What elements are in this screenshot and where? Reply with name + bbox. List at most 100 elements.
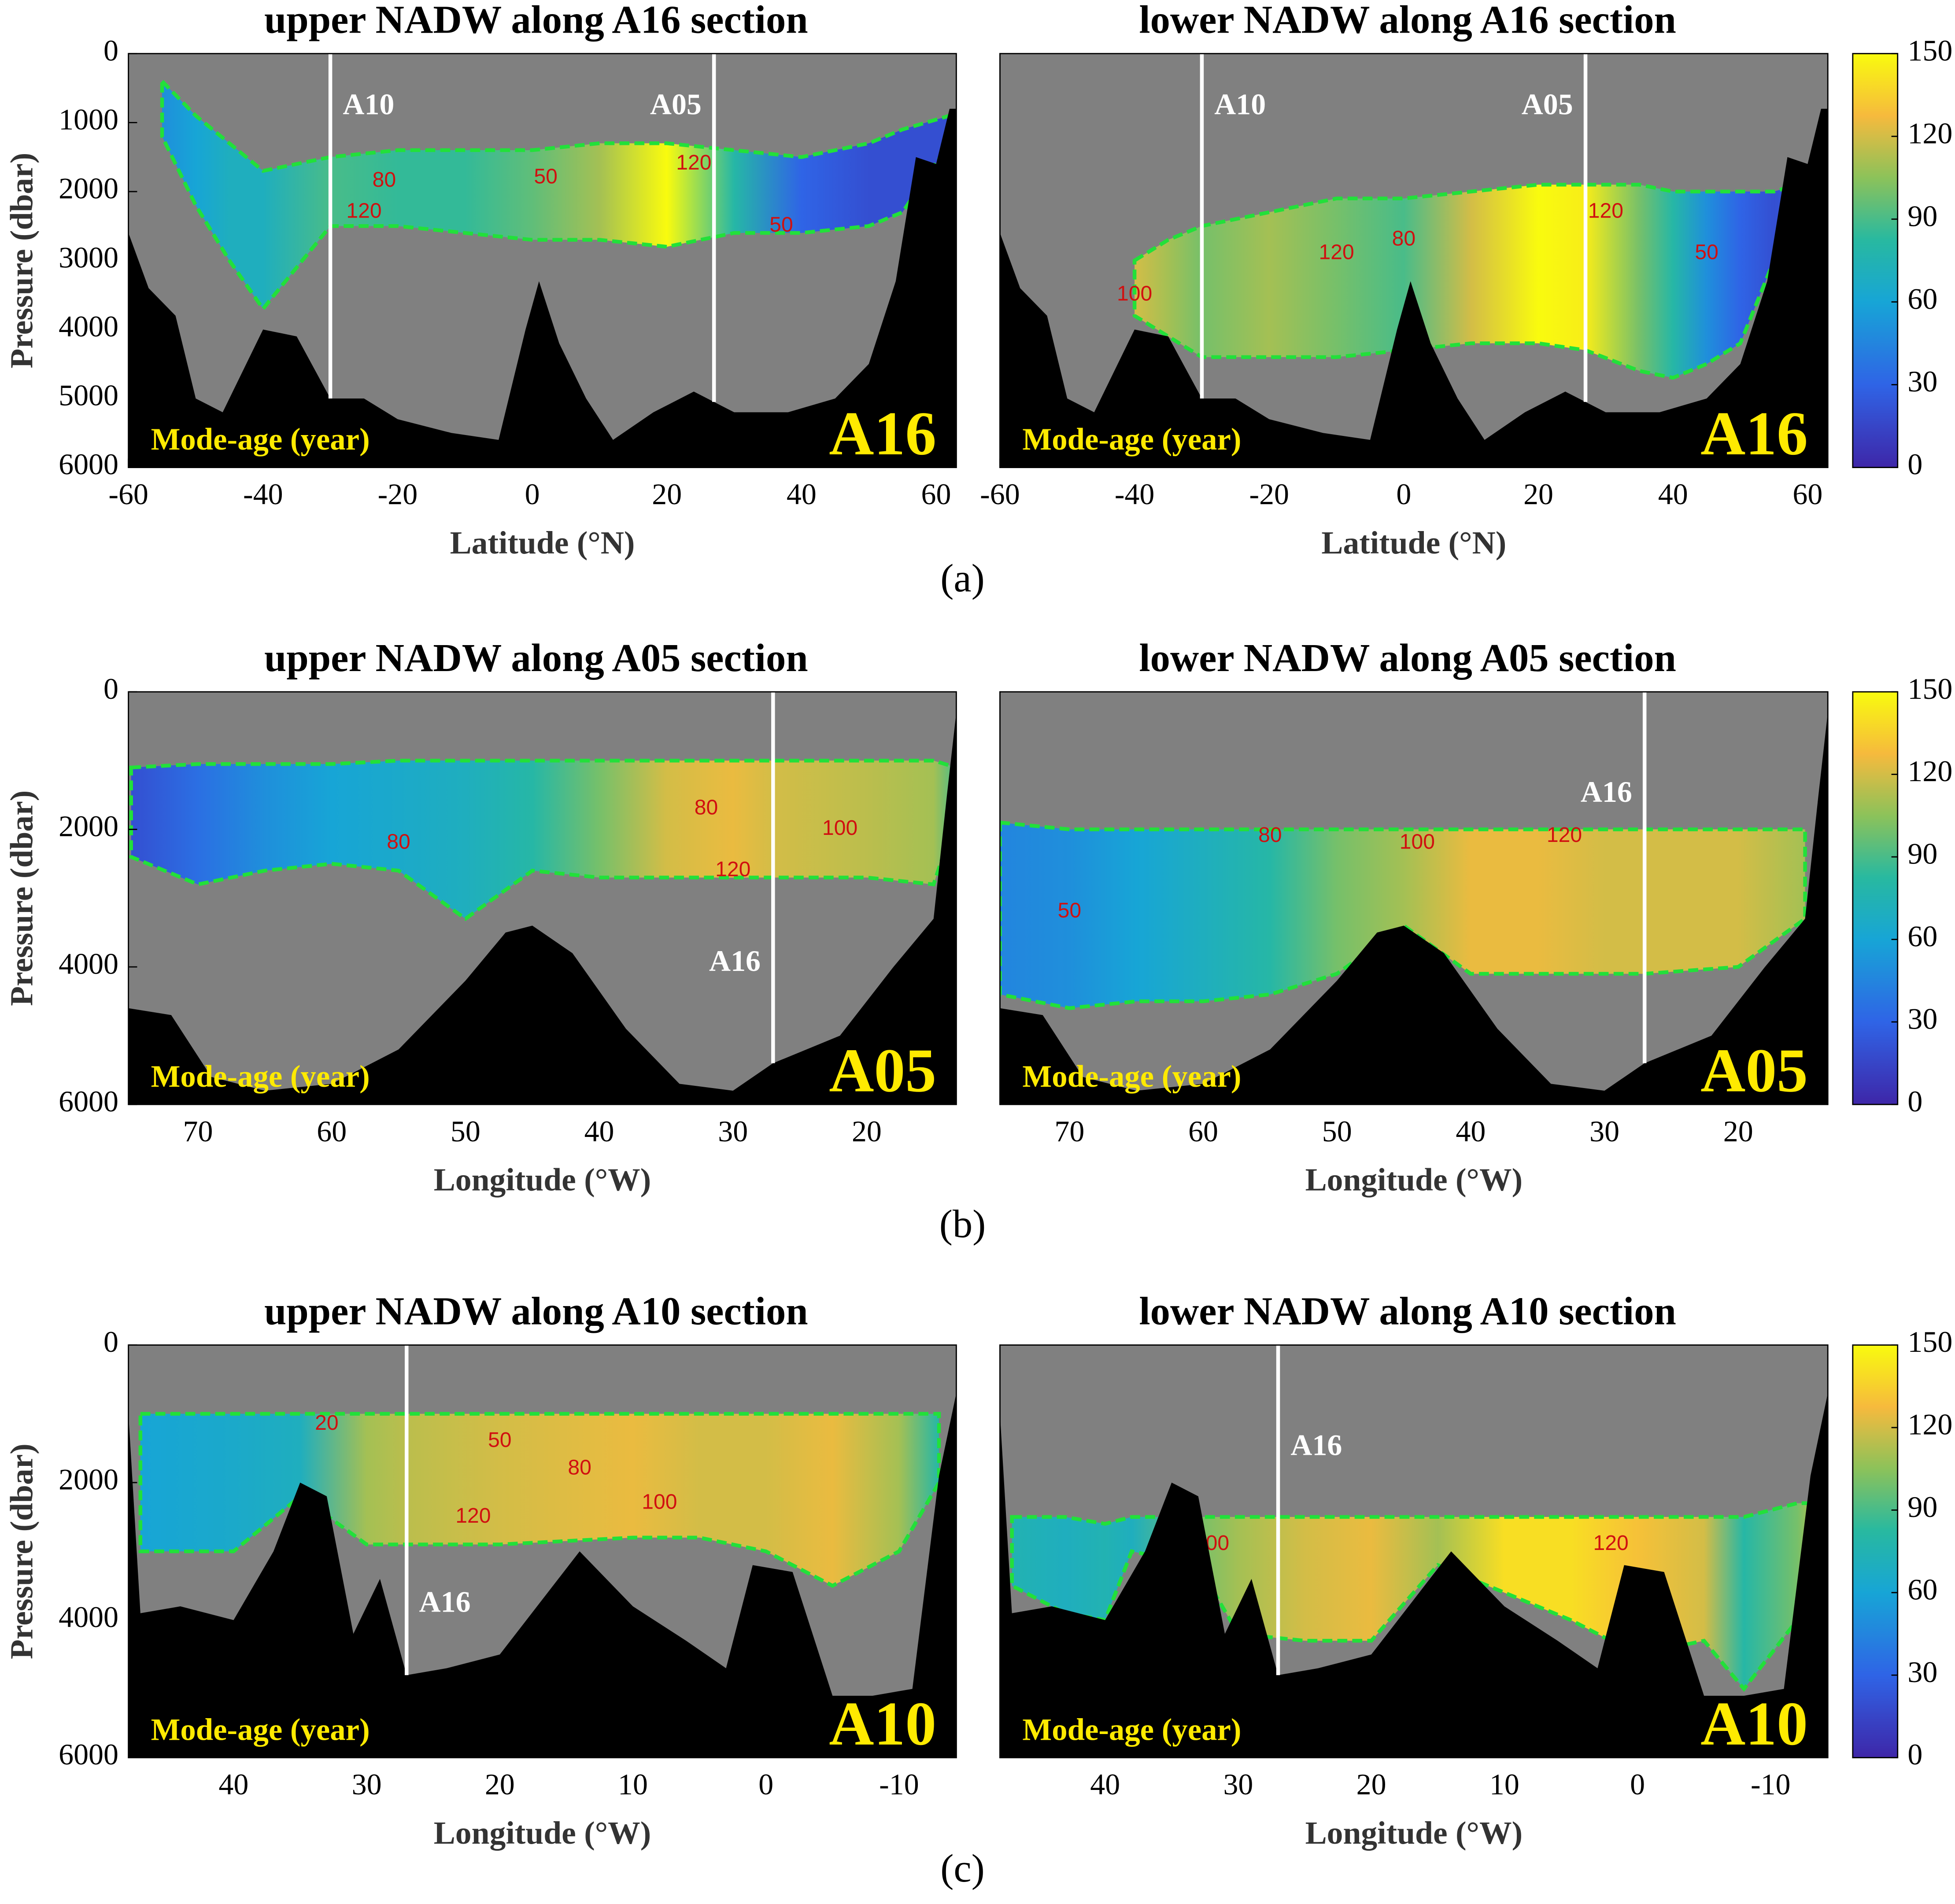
x-tick-label: 10 (618, 1767, 648, 1801)
contour-label: 80 (387, 830, 410, 853)
axes-frame (999, 53, 1829, 469)
axes-frame (999, 1344, 1829, 1759)
x-tick-label: 50 (451, 1114, 480, 1148)
axes-frame (128, 691, 957, 1105)
x-tick-label: 40 (787, 477, 817, 511)
panel: 10080120 (1000, 1345, 1828, 1758)
y-tick-label: 0 (103, 33, 118, 67)
y-tick-label: 4000 (59, 947, 118, 980)
seafloor (1000, 1393, 1828, 1758)
section-label: A16 (419, 1585, 471, 1619)
x-axis-label: Longitude (°W) (434, 1161, 651, 1197)
mode-label: Mode-age (year) (1022, 1059, 1241, 1094)
contour-label: 80 (695, 795, 718, 819)
y-tick-label: 0 (103, 1325, 118, 1358)
y-tick-label: 5000 (59, 379, 118, 412)
panel: 100 120 80 120 50 (1000, 53, 1828, 468)
section-name: A16 (1700, 399, 1808, 468)
y-tick-label: 6000 (59, 1738, 118, 1771)
x-tick-label: -60 (108, 477, 148, 511)
y-tick-label: 1000 (59, 103, 118, 136)
x-tick-label: -60 (980, 477, 1020, 511)
colorbar (1852, 1344, 1899, 1759)
contour-label: 50 (488, 1428, 512, 1452)
mode-label: Mode-age (year) (151, 1059, 370, 1094)
section-name: A05 (829, 1036, 936, 1105)
seafloor (1000, 109, 1828, 468)
y-axis-label: Pressure (dbar) (4, 790, 40, 1006)
x-tick-label: 30 (718, 1114, 748, 1148)
x-tick-label: 20 (1723, 1114, 1753, 1148)
water-layer (129, 759, 957, 921)
x-tick-label: 0 (1396, 477, 1411, 511)
x-tick-label: -10 (879, 1767, 919, 1801)
x-tick-label: -20 (1249, 477, 1289, 511)
x-tick-label: 30 (1589, 1114, 1619, 1148)
colorbar-tick-label: 120 (1907, 1408, 1952, 1441)
colorbar-tick-label: 90 (1907, 837, 1937, 871)
water-layer (1132, 175, 1823, 380)
panel: 80 120 50 120 50 (128, 53, 957, 468)
panel-label: (c) (940, 1846, 985, 1890)
y-tick-label: 2000 (59, 809, 118, 843)
contour-label: 50 (769, 213, 793, 236)
colorbar-tick-label: 150 (1907, 1325, 1952, 1358)
panel-title: upper NADW along A16 section (264, 0, 808, 42)
section-name: A10 (1700, 1689, 1808, 1758)
colorbar-tick-label: 90 (1907, 1490, 1937, 1524)
x-axis-label: Longitude (°W) (1305, 1161, 1523, 1197)
seafloor (128, 712, 957, 1105)
section-label: A16 (1290, 1428, 1342, 1461)
water-layer (1000, 820, 1807, 1010)
x-tick-label: 0 (758, 1767, 773, 1801)
y-tick-label: 6000 (59, 447, 118, 481)
x-tick-label: 30 (352, 1767, 382, 1801)
x-tick-label: 0 (525, 477, 540, 511)
contour-label: 100 (1400, 830, 1435, 853)
section-label: A10 (1214, 88, 1266, 121)
x-tick-label: 40 (1456, 1114, 1486, 1148)
x-tick-label: 60 (921, 477, 951, 511)
x-tick-label: 40 (1090, 1767, 1120, 1801)
y-tick-label: 2000 (59, 172, 118, 205)
x-tick-label: 40 (584, 1114, 614, 1148)
contour-label: 80 (1392, 226, 1416, 250)
colorbar-tick-label: 150 (1907, 33, 1952, 67)
y-axis-label: Pressure (dbar) (4, 153, 40, 369)
seafloor (128, 109, 957, 468)
contour-label: 120 (1547, 823, 1582, 847)
contour-label: 120 (455, 1504, 491, 1528)
section-label: A16 (1581, 775, 1632, 808)
colorbar-tick-label: 60 (1907, 282, 1937, 315)
x-tick-label: -40 (1115, 477, 1155, 511)
contour-label: 100 (1117, 282, 1152, 306)
x-tick-label: 60 (1792, 477, 1822, 511)
contour-label: 120 (715, 857, 750, 881)
x-tick-label: 70 (183, 1114, 213, 1148)
colorbar-tick-label: 120 (1907, 116, 1952, 150)
y-tick-label: 4000 (59, 1600, 118, 1634)
colorbar (1852, 53, 1899, 469)
contour-label: 50 (1695, 240, 1718, 264)
contour-label: 120 (1588, 199, 1623, 223)
section-label: A05 (1522, 88, 1573, 121)
colorbar-tick-label: 90 (1907, 199, 1937, 232)
x-tick-label: 20 (1356, 1767, 1386, 1801)
x-tick-label: -10 (1751, 1767, 1791, 1801)
contour-label: 50 (1058, 899, 1082, 922)
x-tick-label: 0 (1630, 1767, 1645, 1801)
y-tick-label: 0 (103, 672, 118, 705)
contour-label: 100 (822, 816, 857, 840)
seafloor (128, 1393, 957, 1758)
panel-label: (b) (939, 1201, 986, 1246)
panel-title: lower NADW along A16 section (1139, 0, 1676, 42)
panel-title: upper NADW along A05 section (264, 635, 808, 680)
x-tick-label: 40 (1658, 477, 1688, 511)
y-tick-label: 4000 (59, 310, 118, 343)
contour-label: 120 (1319, 240, 1354, 264)
x-tick-label: 20 (852, 1114, 882, 1148)
section-label: A10 (343, 88, 394, 121)
colorbar-tick-label: 0 (1907, 447, 1922, 481)
x-tick-label: 10 (1489, 1767, 1519, 1801)
panel: 80 100 120 80 (128, 692, 957, 1105)
